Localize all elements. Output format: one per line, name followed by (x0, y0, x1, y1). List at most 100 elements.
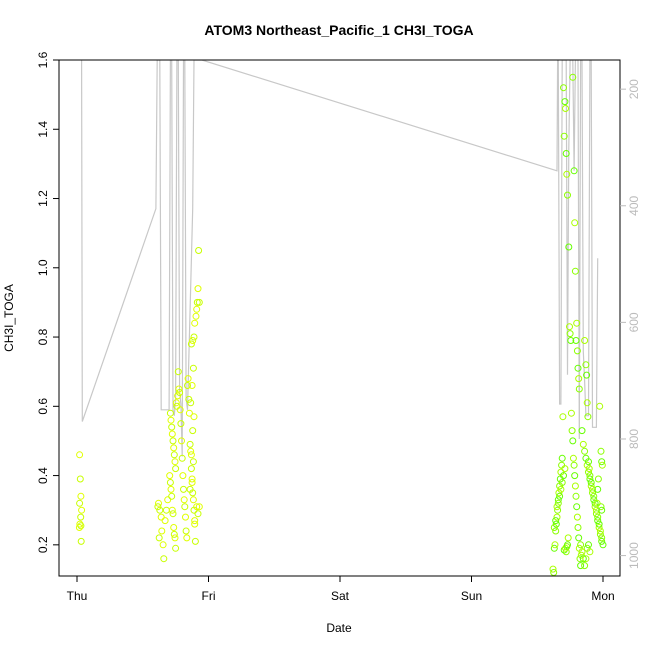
data-point (595, 520, 603, 528)
data-point (158, 527, 166, 535)
data-point (76, 451, 84, 459)
data-point (170, 451, 178, 459)
data-point (160, 555, 168, 563)
y-tick-label: 0.2 (36, 536, 50, 553)
data-point (574, 524, 582, 531)
data-point (596, 530, 604, 538)
data-point (191, 319, 199, 327)
data-point (550, 544, 558, 552)
data-point (168, 506, 176, 514)
y-tick-label: 1.4 (36, 121, 50, 138)
data-point (166, 409, 174, 417)
data-point (180, 485, 187, 493)
data-point (594, 517, 602, 525)
data-point (570, 461, 578, 469)
data-point (170, 444, 178, 452)
data-point (578, 427, 586, 435)
data-point (192, 312, 200, 320)
y-axis: 0.2 0.4 0.6 0.8 1.0 1.2 1.4 1.6 (36, 51, 59, 553)
data-point (189, 458, 197, 466)
data-point (167, 416, 175, 424)
data-point (562, 548, 570, 556)
data-point (586, 472, 594, 480)
y-tick-label: 0.8 (36, 328, 50, 345)
data-point (594, 513, 602, 521)
data-point (557, 485, 565, 493)
x-tick-label: Mon (591, 589, 614, 603)
y2-tick-label: 200 (627, 79, 641, 99)
data-point (558, 479, 566, 486)
data-point (155, 499, 162, 507)
data-point (585, 468, 592, 476)
x-tick-label: Thu (67, 589, 88, 603)
y-tick-label: 0.4 (36, 467, 50, 484)
data-point (193, 503, 201, 511)
data-point (589, 485, 596, 493)
data-point (164, 496, 172, 504)
data-point (558, 454, 566, 462)
y2-tick-label: 600 (627, 312, 641, 332)
data-point (172, 399, 180, 407)
data-point (575, 385, 583, 393)
data-point (190, 413, 198, 421)
data-point (161, 517, 169, 525)
data-point (573, 347, 581, 355)
data-point (554, 499, 562, 507)
data-point (575, 534, 583, 542)
data-point (193, 305, 201, 313)
data-point (186, 485, 194, 493)
x-tick-label: Sat (331, 589, 350, 603)
data-point (159, 541, 167, 549)
data-point (194, 285, 202, 293)
data-point (551, 541, 559, 549)
data-point (573, 503, 581, 511)
data-point (567, 409, 575, 417)
data-point (189, 427, 197, 435)
data-point (187, 340, 195, 348)
data-point (562, 105, 569, 112)
data-point (581, 447, 589, 455)
data-point (578, 548, 586, 556)
data-point (77, 492, 85, 500)
data-point (195, 503, 203, 511)
data-point (554, 506, 562, 514)
chart-title: ATOM3 Northeast_Pacific_1 CH3I_TOGA (204, 22, 473, 38)
data-point (595, 524, 603, 531)
data-point (572, 337, 580, 344)
data-point (579, 555, 587, 563)
data-point (184, 382, 191, 389)
data-point (191, 520, 199, 528)
data-point (586, 548, 594, 556)
y-tick-label: 1.6 (36, 51, 50, 68)
data-point (178, 454, 186, 462)
data-point (553, 503, 561, 511)
data-point (188, 479, 196, 486)
data-point (552, 527, 560, 535)
data-point (573, 513, 581, 521)
data-point (187, 447, 195, 455)
data-point (77, 513, 85, 521)
data-point (186, 440, 194, 448)
data-point (577, 551, 585, 559)
data-point (170, 530, 178, 538)
data-point (76, 475, 84, 483)
data-point (594, 475, 602, 483)
data-point (174, 392, 182, 400)
data-point (589, 489, 596, 497)
data-point (75, 524, 83, 531)
data-point (563, 170, 571, 178)
data-point (78, 506, 86, 514)
data-point (561, 465, 569, 473)
data-point (579, 440, 587, 448)
data-point (155, 534, 163, 542)
data-point (168, 492, 176, 500)
data-point (562, 544, 569, 552)
data-point (585, 458, 592, 466)
data-point (171, 534, 179, 542)
data-point (568, 427, 576, 435)
data-point (564, 191, 571, 199)
data-point (569, 73, 577, 81)
plot-frame (58, 59, 621, 577)
data-point (188, 382, 196, 389)
